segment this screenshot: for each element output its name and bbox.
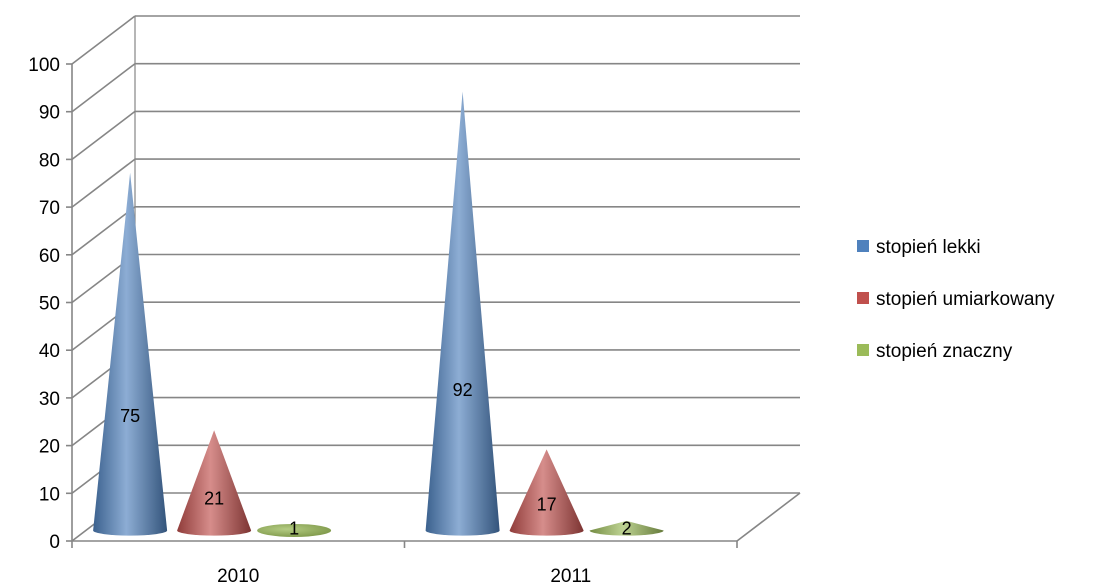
gridline-70	[71, 158, 800, 208]
x-tick-label: 2011	[550, 566, 591, 585]
legend: stopień lekki stopień umiarkowany stopień …	[857, 237, 1055, 362]
y-tick-label: 20	[39, 437, 60, 458]
y-tick-label: 40	[39, 341, 60, 362]
y-tick-label: 100	[28, 55, 60, 76]
y-tick-label: 10	[39, 484, 60, 505]
legend-label: stopień lekki	[876, 237, 981, 258]
gridline-90	[71, 62, 800, 113]
gridline-60	[71, 206, 800, 256]
gridline-80	[71, 110, 800, 161]
cone-stopie-znaczny-2010	[257, 523, 332, 537]
legend-item-0: stopień lekki	[857, 237, 981, 258]
floor-right-edge	[736, 492, 801, 542]
legend-label: stopień znaczny	[876, 341, 1013, 362]
x-axis-ticks: 2010 2011	[71, 541, 738, 585]
legend-swatch	[857, 344, 869, 356]
legend-swatch	[857, 292, 869, 304]
legend-swatch	[857, 240, 869, 252]
data-label: 92	[453, 380, 473, 400]
legend-label: stopień umiarkowany	[876, 289, 1055, 310]
y-axis-ticks: 0 10 20 30 40 50 60 70 80 90 100	[28, 55, 72, 553]
x-tick-label: 2010	[217, 566, 259, 585]
cone-stopie-lekki-2010	[93, 172, 168, 536]
gridline-50	[71, 253, 800, 304]
y-tick-label: 60	[39, 246, 60, 267]
y-tick-label: 90	[39, 103, 60, 124]
data-label: 2	[622, 518, 632, 538]
gridline-40	[71, 301, 800, 351]
y-tick-label: 50	[39, 294, 60, 315]
cone-stopie-lekki-2011	[425, 91, 500, 536]
y-tick-label: 30	[39, 389, 60, 410]
legend-item-2: stopień znaczny	[857, 341, 1013, 362]
data-label: 1	[289, 518, 299, 538]
data-label: 17	[537, 494, 557, 514]
data-label: 75	[120, 406, 140, 426]
data-labels: 75 21 1 92 17 2	[120, 380, 632, 538]
cone-stopie-umiarkowany-2011	[509, 449, 584, 536]
y-tick-label: 70	[39, 198, 60, 219]
gridline-30	[71, 349, 800, 399]
data-label: 21	[204, 488, 224, 508]
data-marks	[93, 91, 664, 537]
gridline-100	[71, 15, 800, 65]
cone-stopie-umiarkowany-2010	[177, 430, 252, 536]
cone-stopie-znaczny-2011	[589, 520, 664, 536]
y-tick-label: 0	[49, 532, 60, 553]
legend-item-1: stopień umiarkowany	[857, 289, 1055, 310]
y-tick-label: 80	[39, 150, 60, 171]
